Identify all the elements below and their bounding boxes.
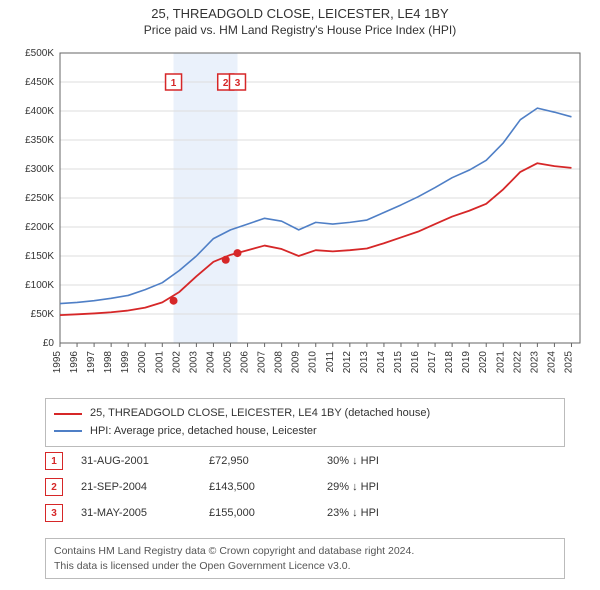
svg-text:2017: 2017 <box>427 351 438 374</box>
sale-row: 2 21-SEP-2004 £143,500 29% ↓ HPI <box>45 474 565 500</box>
svg-text:£400K: £400K <box>25 106 54 117</box>
svg-text:£150K: £150K <box>25 251 54 262</box>
price-chart: £0 £50K £100K £150K £200K £250K £300K £350K £400… <box>10 48 590 388</box>
svg-text:£500K: £500K <box>25 48 54 59</box>
svg-text:2025: 2025 <box>563 351 574 374</box>
svg-text:2024: 2024 <box>546 351 557 374</box>
svg-text:2018: 2018 <box>444 351 455 374</box>
svg-text:2021: 2021 <box>495 351 506 374</box>
sale-price: £72,950 <box>209 455 309 467</box>
sale-diff: 29% ↓ HPI <box>327 481 447 493</box>
svg-text:2016: 2016 <box>410 351 421 374</box>
svg-text:2014: 2014 <box>376 351 387 374</box>
legend-item-hpi: HPI: Average price, detached house, Leic… <box>54 423 556 441</box>
sale-row: 3 31-MAY-2005 £155,000 23% ↓ HPI <box>45 500 565 526</box>
svg-text:£50K: £50K <box>31 309 55 320</box>
svg-text:3: 3 <box>235 78 241 89</box>
sales-table: 1 31-AUG-2001 £72,950 30% ↓ HPI 2 21-SEP… <box>45 448 565 526</box>
svg-text:2022: 2022 <box>512 351 523 374</box>
svg-text:£100K: £100K <box>25 280 54 291</box>
svg-text:£450K: £450K <box>25 77 54 88</box>
svg-text:1996: 1996 <box>69 351 80 374</box>
svg-text:2001: 2001 <box>154 351 165 374</box>
svg-text:2006: 2006 <box>240 351 251 374</box>
footer-line: This data is licensed under the Open Gov… <box>54 559 556 574</box>
sale-date: 31-MAY-2005 <box>81 507 191 519</box>
sale-diff: 23% ↓ HPI <box>327 507 447 519</box>
svg-text:2015: 2015 <box>393 351 404 374</box>
svg-text:2004: 2004 <box>205 351 216 374</box>
svg-text:2007: 2007 <box>257 351 268 374</box>
sale-price: £143,500 <box>209 481 309 493</box>
svg-text:2020: 2020 <box>478 351 489 374</box>
svg-text:1999: 1999 <box>120 351 131 374</box>
attribution-footer: Contains HM Land Registry data © Crown c… <box>45 538 565 579</box>
svg-text:2: 2 <box>223 78 229 89</box>
legend-item-property: 25, THREADGOLD CLOSE, LEICESTER, LE4 1BY… <box>54 405 556 423</box>
svg-text:2008: 2008 <box>274 351 285 374</box>
svg-text:£0: £0 <box>43 338 55 349</box>
sale-diff: 30% ↓ HPI <box>327 455 447 467</box>
sale-badge: 3 <box>45 504 63 522</box>
svg-text:£350K: £350K <box>25 135 54 146</box>
legend-label-hpi: HPI: Average price, detached house, Leic… <box>90 423 317 441</box>
svg-text:2010: 2010 <box>308 351 319 374</box>
chart-subtitle: Price paid vs. HM Land Registry's House … <box>0 21 600 37</box>
svg-text:2012: 2012 <box>342 351 353 374</box>
page-root: 25, THREADGOLD CLOSE, LEICESTER, LE4 1BY… <box>0 0 600 590</box>
svg-text:1995: 1995 <box>52 351 63 374</box>
svg-text:£200K: £200K <box>25 222 54 233</box>
footer-line: Contains HM Land Registry data © Crown c… <box>54 544 556 559</box>
svg-text:2000: 2000 <box>137 351 148 374</box>
sale-date: 21-SEP-2004 <box>81 481 191 493</box>
sale-date: 31-AUG-2001 <box>81 455 191 467</box>
svg-text:2002: 2002 <box>171 351 182 374</box>
legend-label-property: 25, THREADGOLD CLOSE, LEICESTER, LE4 1BY… <box>90 405 430 423</box>
svg-text:2019: 2019 <box>461 351 472 374</box>
svg-text:£300K: £300K <box>25 164 54 175</box>
svg-text:1998: 1998 <box>103 351 114 374</box>
sale-price: £155,000 <box>209 507 309 519</box>
svg-text:2013: 2013 <box>359 351 370 374</box>
svg-text:2011: 2011 <box>325 351 336 373</box>
legend: 25, THREADGOLD CLOSE, LEICESTER, LE4 1BY… <box>45 398 565 447</box>
sale-badge: 1 <box>45 452 63 470</box>
sale-badge: 2 <box>45 478 63 496</box>
legend-swatch-hpi <box>54 430 82 432</box>
chart-title: 25, THREADGOLD CLOSE, LEICESTER, LE4 1BY <box>0 0 600 21</box>
svg-text:£250K: £250K <box>25 193 54 204</box>
legend-swatch-property <box>54 413 82 415</box>
svg-text:2005: 2005 <box>222 351 233 374</box>
svg-text:2003: 2003 <box>188 351 199 374</box>
svg-text:1: 1 <box>171 78 177 89</box>
svg-text:2023: 2023 <box>529 351 540 374</box>
svg-text:1997: 1997 <box>86 351 97 374</box>
sale-row: 1 31-AUG-2001 £72,950 30% ↓ HPI <box>45 448 565 474</box>
svg-text:2009: 2009 <box>291 351 302 374</box>
chart-container: £0 £50K £100K £150K £200K £250K £300K £350K £400… <box>10 48 590 388</box>
